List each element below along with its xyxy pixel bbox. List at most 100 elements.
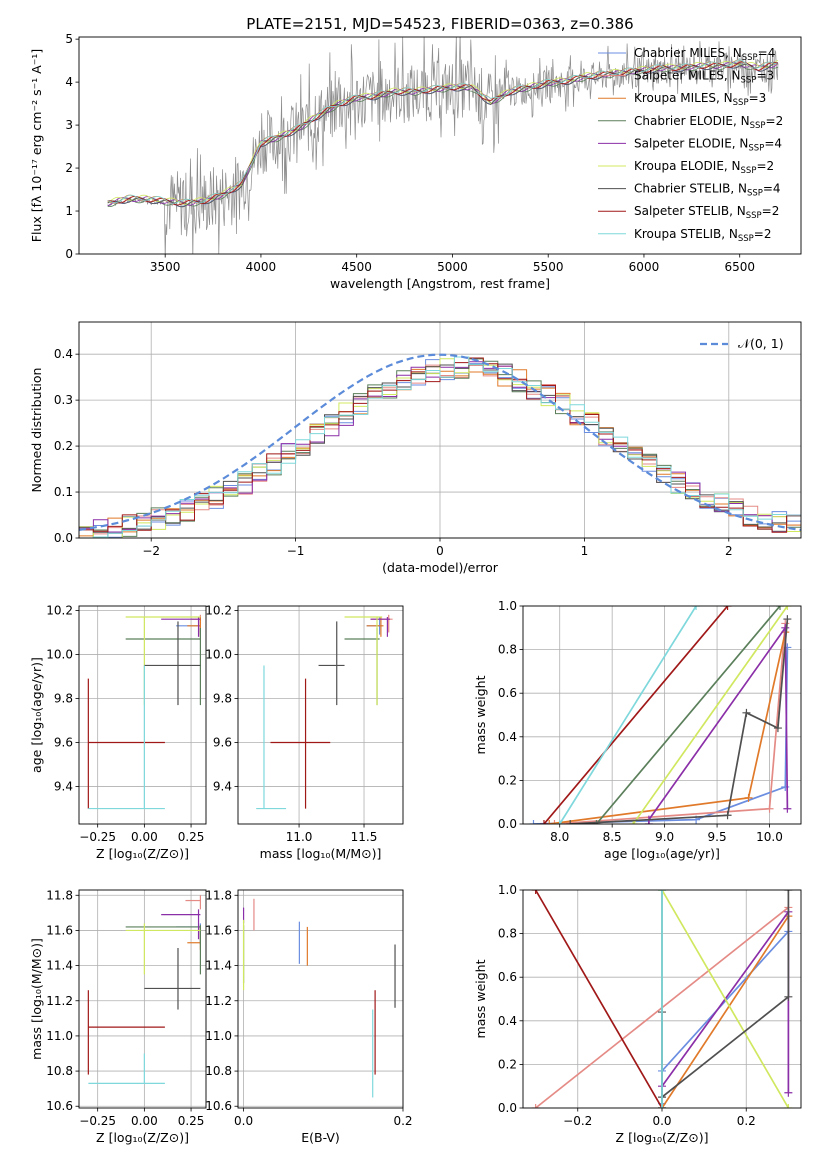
axes-frame (522, 889, 802, 1109)
x-tick-label: 6000 (629, 260, 660, 274)
x-tick-label: 0.00 (131, 830, 158, 844)
model-line-kroupa-stelib (107, 59, 779, 204)
y-tick-label: 9.8 (213, 691, 232, 705)
errorbar-salpeter-stelib (270, 678, 331, 809)
x-tick-label: 9.0 (655, 830, 674, 844)
legend-label: 𝒩(0, 1) (738, 336, 784, 351)
errorbar-kroupa-miles (366, 617, 384, 637)
plot-area-spectrum (107, 37, 779, 254)
x-axis-label: mass [log₁₀(M/M⊙)] (260, 846, 382, 861)
x-axis-label: E(B-V) (301, 1130, 340, 1145)
y-axis-label: mass weight (473, 959, 488, 1038)
x-axis-label: (data-model)/error (382, 560, 499, 575)
y-tick-label: 9.4 (54, 780, 73, 794)
y-tick-label: 10.8 (46, 1064, 73, 1078)
weight-point (658, 1104, 666, 1108)
legend-label: Salpeter STELIB, NSSP=2 (634, 204, 779, 221)
weight-point (783, 804, 792, 813)
x-tick-label: 1 (581, 544, 589, 558)
y-tick-label: 0.3 (54, 393, 73, 407)
weight-point (723, 811, 732, 820)
x-tick-label: 11.0 (286, 830, 313, 844)
errorbar-kroupa-elodie (125, 616, 201, 706)
y-tick-label: 11.6 (205, 923, 232, 937)
weight-line-salpeter-stelib (543, 606, 729, 824)
axes-residuals: −2 −1 0 1 2 0.0 0.1 0.2 0.3 0.4 (data-model)/error… (29, 322, 801, 575)
weight-line-chabrier-elodie (595, 606, 781, 824)
x-tick-label: 4000 (246, 260, 277, 274)
x-tick-label: 0.2 (393, 1114, 412, 1128)
axes-frame (78, 36, 802, 255)
x-tick-label: 6500 (724, 260, 755, 274)
weight-point (784, 890, 793, 894)
x-tick-label: 2 (725, 544, 733, 558)
y-tick-label: 11.2 (205, 994, 232, 1008)
plot-area-residuals (79, 353, 801, 538)
y-tick-label: 3 (65, 118, 73, 132)
legend-label: Kroupa ELODIE, NSSP=2 (634, 159, 774, 176)
axes-frame (78, 321, 802, 539)
errorbar-kroupa-elodie (344, 616, 383, 706)
y-tick-label: 0.8 (498, 927, 517, 941)
legend-label: Kroupa MILES, NSSP=3 (634, 91, 766, 108)
weight-line-salpeter-stelib (534, 890, 663, 1108)
x-axis-label: Z [log₁₀(Z/Z⊙)] (96, 846, 189, 861)
y-tick-label: 0.0 (54, 531, 73, 545)
errorbar-kroupa-stelib (256, 665, 287, 810)
y-tick-label: 10.0 (205, 647, 232, 661)
x-tick-label: 0.0 (652, 1114, 671, 1128)
x-tick-label: 10.0 (756, 830, 783, 844)
weight-point (784, 1104, 793, 1108)
weight-point (545, 820, 554, 824)
y-axis-label: mass [log₁₀(M/M⊙)] (29, 938, 44, 1060)
errorbar-salpeter-stelib (87, 990, 165, 1075)
y-tick-label: 0.2 (54, 439, 73, 453)
x-tick-label: 0.00 (131, 1114, 158, 1128)
x-tick-label: 0.25 (178, 830, 205, 844)
errorbar-salpeter-elodie (370, 617, 391, 637)
axes-mass_vs_ebv: 0.0 0.2 10.6 10.8 11.0 11.2 11.4 11.6 11.8 E(B-V) (205, 888, 412, 1145)
axes-frame (237, 889, 404, 1109)
errorbar-chabrier-stelib (144, 621, 201, 706)
weight-line-kroupa-miles (661, 915, 790, 1108)
y-tick-label: 0 (65, 247, 73, 261)
y-tick-label: 1 (65, 204, 73, 218)
weight-point (539, 820, 548, 824)
weight-point (531, 1104, 540, 1108)
x-tick-label: −2 (142, 544, 160, 558)
weight-line-kroupa-elodie (661, 890, 790, 1108)
weight-point (783, 615, 792, 624)
plot-area-mass_vs_Z (87, 895, 201, 1084)
legend-label: Salpeter ELODIE, NSSP=4 (634, 136, 782, 153)
legend-label: Chabrier STELIB, NSSP=4 (634, 182, 781, 199)
axes-spectrum: 3500 4000 4500 5000 5500 6000 6500 0 1 2 3 4 5 wavele… (29, 32, 755, 291)
y-tick-label: 11.0 (205, 1029, 232, 1043)
normal-curve (79, 353, 801, 531)
y-tick-label: 11.4 (46, 959, 73, 973)
y-tick-label: 0.2 (498, 773, 517, 787)
y-axis-label: Flux [fλ 10⁻¹⁷ erg cm⁻² s⁻¹ A⁻¹] (29, 49, 44, 242)
y-tick-label: 0.4 (498, 730, 517, 744)
weight-line-kroupa-elodie (632, 606, 789, 824)
weight-point (765, 804, 774, 813)
legend-label: Chabrier ELODIE, NSSP=2 (634, 114, 783, 131)
x-tick-label: 8.5 (603, 830, 622, 844)
x-tick-label: 3500 (150, 260, 181, 274)
y-tick-label: 4 (65, 75, 73, 89)
plot-area-weight_vs_age (529, 606, 792, 824)
y-tick-label: 10.6 (205, 1099, 232, 1113)
y-tick-label: 11.0 (46, 1029, 73, 1043)
weight-point (773, 724, 782, 733)
errorbar-kroupa-stelib (88, 665, 165, 810)
y-tick-label: 11.2 (46, 994, 73, 1008)
plot-area-weight_vs_Z (531, 890, 793, 1108)
errorbar-chabrier-elodie (344, 628, 380, 706)
weight-point (658, 890, 666, 894)
y-tick-label: 0.2 (498, 1057, 517, 1071)
x-tick-label: 0.25 (178, 1114, 205, 1128)
y-tick-label: 10.6 (46, 1099, 73, 1113)
legend-label: Kroupa STELIB, NSSP=2 (634, 227, 772, 244)
residual-hist-kroupa-stelib (79, 356, 801, 538)
model-line-chabrier-elodie (107, 62, 779, 208)
